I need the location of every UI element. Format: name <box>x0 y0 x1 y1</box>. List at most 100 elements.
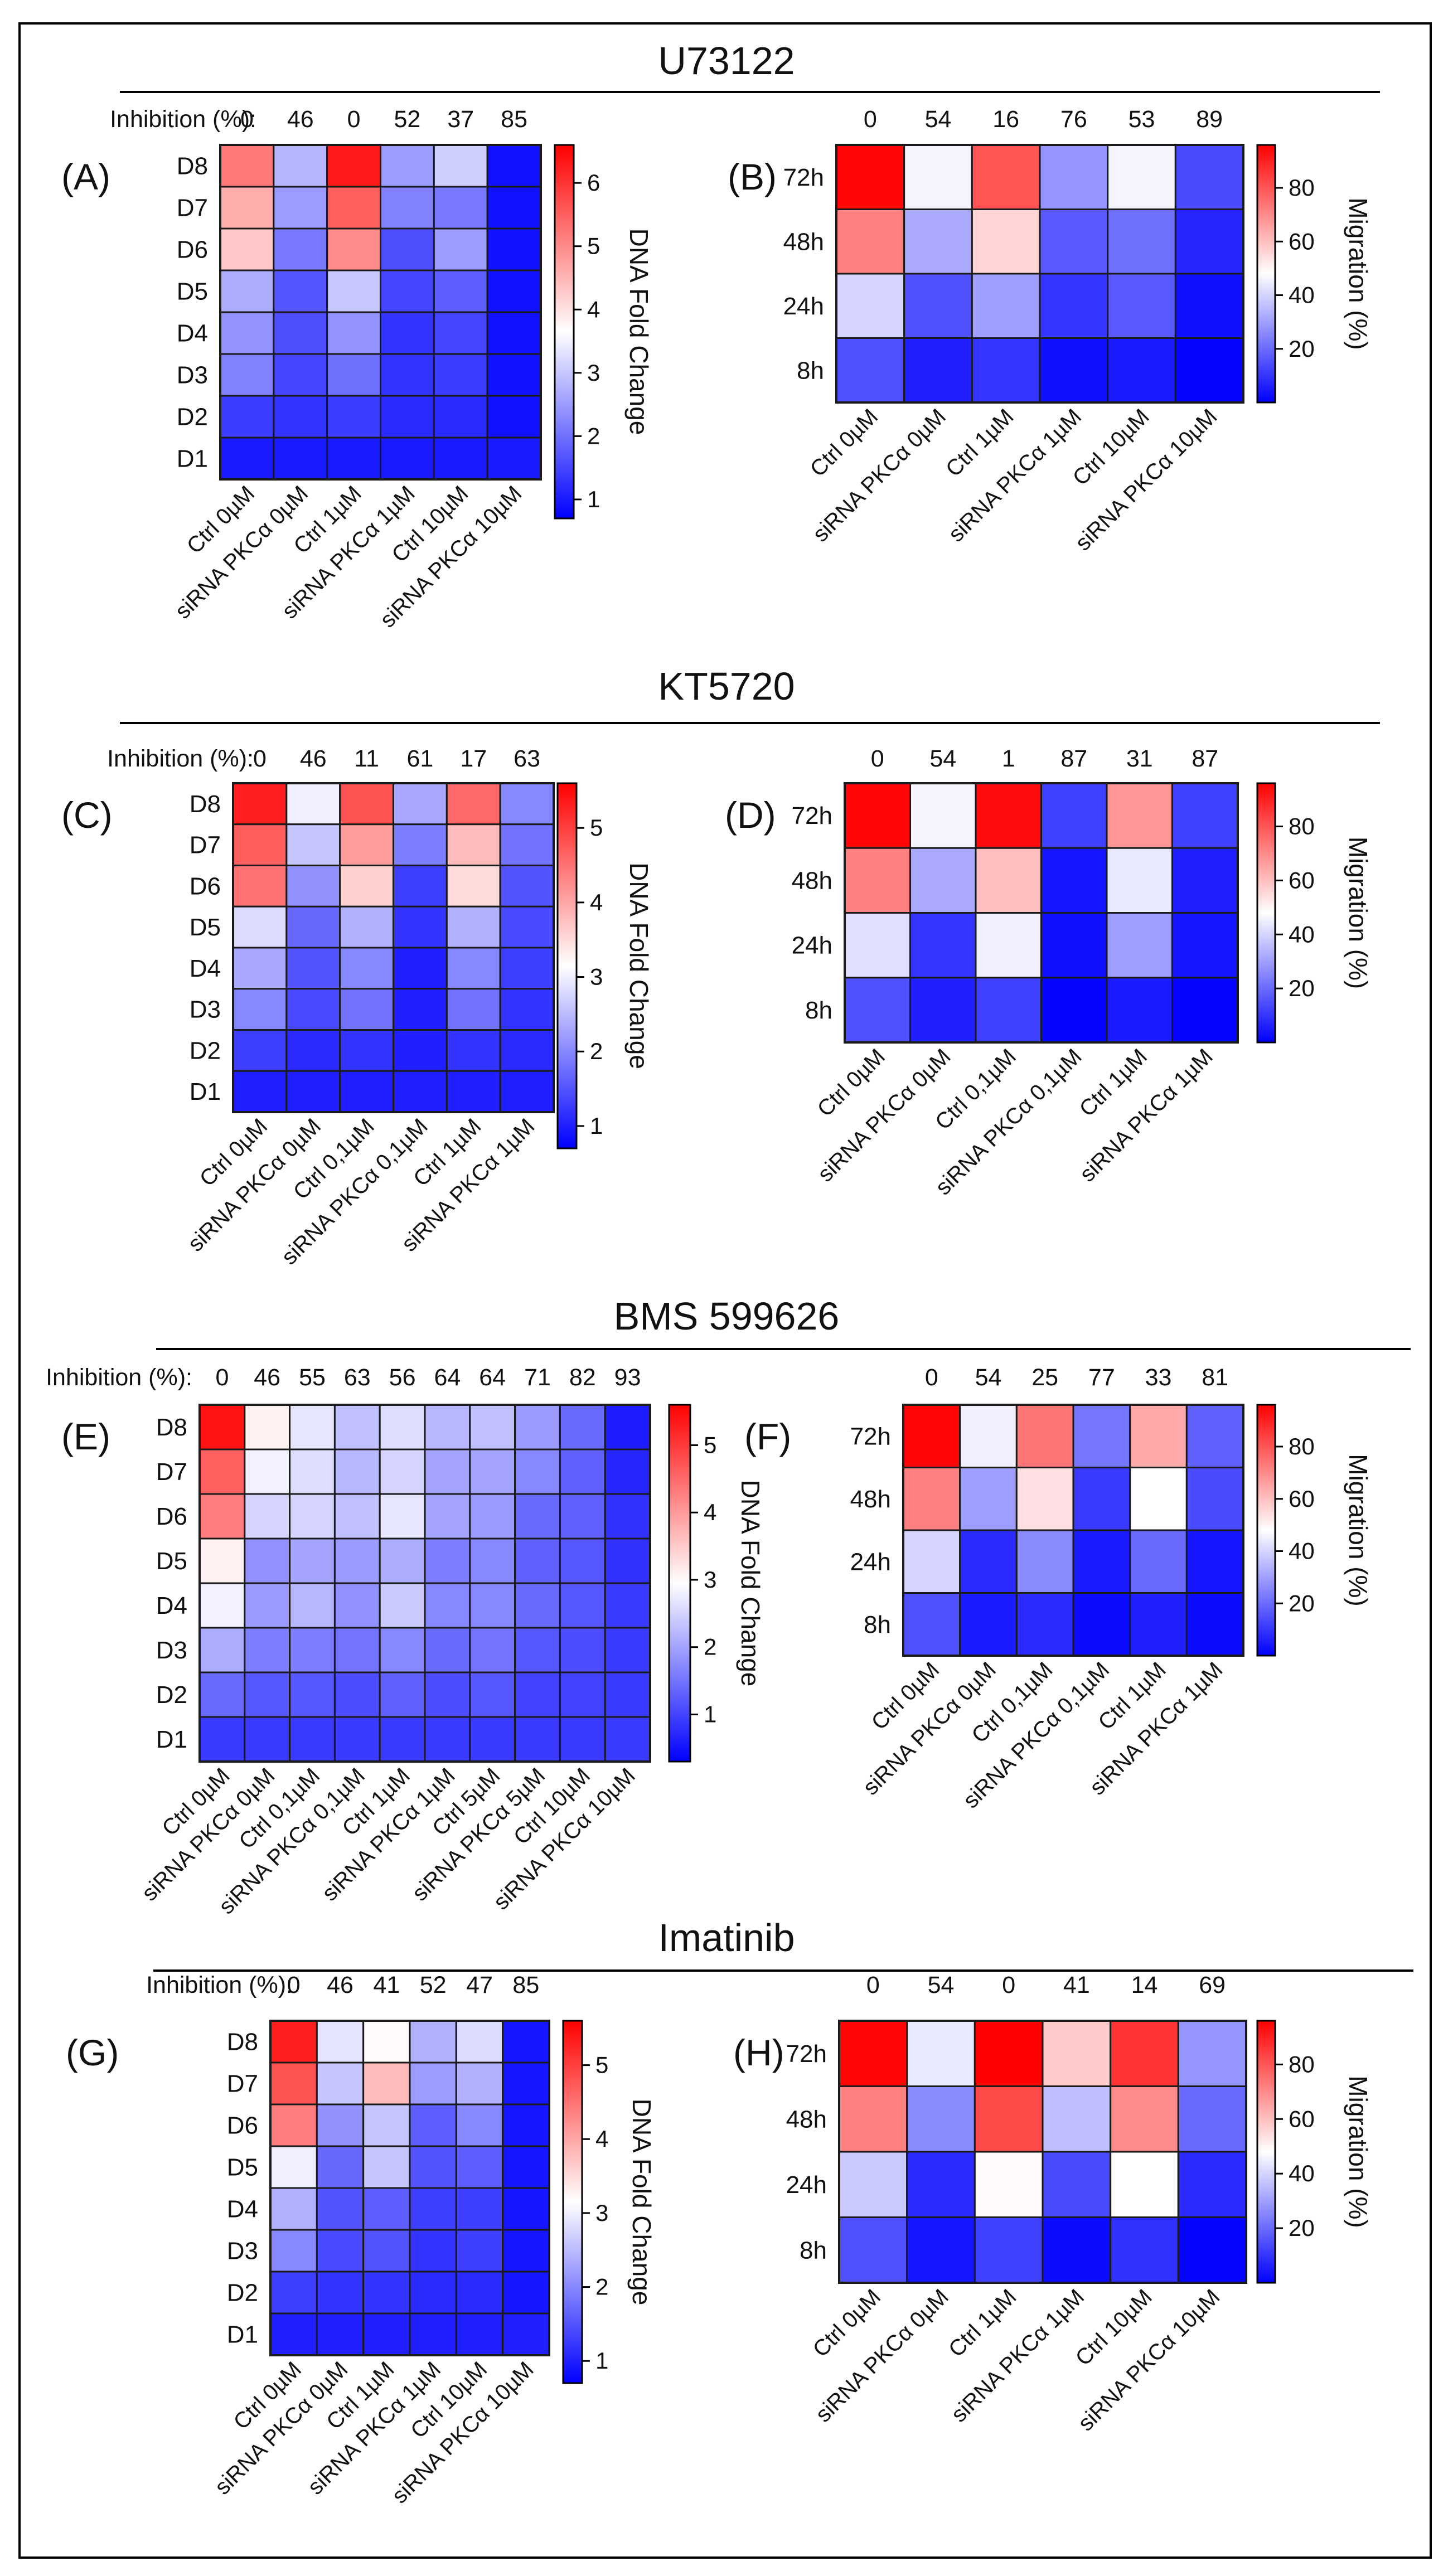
panel-label: (E) <box>61 1416 110 1457</box>
heatmap-cell <box>1042 2085 1112 2153</box>
heatmap-cell <box>333 1493 381 1540</box>
heatmap-cell <box>499 823 555 866</box>
heatmap-cell <box>433 395 488 439</box>
inhibition-value: 0 <box>871 745 884 772</box>
heatmap-cell <box>289 1627 336 1673</box>
heatmap-cell <box>499 947 555 990</box>
heatmap-cell <box>1072 1404 1131 1468</box>
heatmap-cell <box>903 144 973 210</box>
heatmap-cell <box>362 2145 411 2189</box>
heatmap-cell <box>219 186 275 230</box>
row-label: D5 <box>156 1547 187 1575</box>
heatmap-cell <box>433 311 488 355</box>
inhibition-value: 25 <box>1031 1364 1058 1391</box>
heatmap-cell <box>362 2312 411 2356</box>
heatmap-cell <box>959 1404 1018 1468</box>
heatmap-cell <box>559 1582 606 1629</box>
heatmap-cell <box>1174 144 1244 210</box>
inhibition-value: 76 <box>1060 106 1087 133</box>
heatmap-cell <box>393 1070 448 1113</box>
colorbar-tick-label: 40 <box>1289 282 1315 308</box>
heatmap-cell <box>906 2216 976 2284</box>
colorbar-tick-label: 2 <box>587 423 600 449</box>
colorbar-tick-label: 3 <box>595 2200 608 2226</box>
section-title: KT5720 <box>658 664 795 708</box>
colorbar <box>1256 1404 1276 1657</box>
heatmap-cell <box>1040 912 1108 979</box>
colorbar-tick-label: 2 <box>704 1634 716 1660</box>
heatmap-cell <box>273 395 328 439</box>
heatmap-cell <box>1040 847 1108 914</box>
heatmap-cell <box>514 1627 561 1673</box>
heatmap-cell <box>1185 1467 1244 1531</box>
heatmap-cell <box>362 2020 411 2064</box>
row-label: D2 <box>177 404 208 431</box>
inhibition-value: 55 <box>299 1364 326 1391</box>
row-label: D7 <box>177 195 208 222</box>
inhibition-value: 0 <box>240 106 254 133</box>
heatmap-cell <box>903 208 973 275</box>
heatmap-cell <box>232 1029 288 1072</box>
heatmap-cell <box>499 988 555 1031</box>
colorbar-tick-label: 80 <box>1289 813 1315 840</box>
heatmap-cell <box>244 1582 291 1629</box>
heatmap-cell <box>1042 2020 1112 2087</box>
heatmap-cell <box>409 2020 457 2064</box>
heatmap-cell <box>1072 1529 1131 1594</box>
heatmap-cell <box>1039 337 1109 404</box>
heatmap-cell <box>469 1582 516 1629</box>
heatmap-cell <box>903 273 973 339</box>
heatmap-cell <box>909 847 977 914</box>
inhibition-value: 69 <box>1199 1972 1226 1998</box>
heatmap-cell <box>469 1404 516 1450</box>
heatmap-cell <box>1171 912 1239 979</box>
inhibition-value: 71 <box>524 1364 551 1391</box>
heatmap-cell <box>219 144 275 188</box>
heatmap-cell <box>244 1671 291 1718</box>
heatmap-cell <box>445 1029 501 1072</box>
heatmap-cell <box>198 1716 246 1763</box>
colorbar-tick-label: 5 <box>704 1432 716 1458</box>
heatmap-cell <box>409 2103 457 2147</box>
inhibition-value: 0 <box>866 1972 880 1998</box>
heatmap-cell <box>333 1448 381 1495</box>
heatmap-cell <box>445 782 501 826</box>
row-label: D3 <box>156 1637 187 1664</box>
colorbar-tick-label: 4 <box>590 889 603 915</box>
heatmap-cell <box>455 2271 504 2315</box>
heatmap-cell <box>409 2061 457 2106</box>
inhibition-value: 53 <box>1129 106 1155 133</box>
heatmap-cell <box>1040 977 1108 1044</box>
inhibition-label: Inhibition (%): <box>107 745 254 772</box>
heatmap-cell <box>486 227 542 271</box>
row-label: D6 <box>177 236 208 264</box>
heatmap-border <box>835 144 1244 404</box>
heatmap-cell <box>269 2271 318 2315</box>
heatmap-cell <box>1171 977 1239 1044</box>
inhibition-value: 87 <box>1060 745 1087 772</box>
heatmap-cell <box>455 2229 504 2273</box>
inhibition-value: 16 <box>992 106 1019 133</box>
heatmap-cell <box>502 2271 550 2315</box>
colorbar <box>1256 2020 1276 2284</box>
heatmap-cell <box>973 2085 1044 2153</box>
heatmap-cell <box>339 823 395 866</box>
row-label: D2 <box>156 1681 187 1709</box>
inhibition-value: 54 <box>929 745 956 772</box>
inhibition-value: 64 <box>479 1364 506 1391</box>
heatmap-cell <box>379 1627 426 1673</box>
colorbar-title: DNA Fold Change <box>624 862 653 1069</box>
colorbar-title: DNA Fold Change <box>627 2099 656 2306</box>
heatmap-cell <box>198 1537 246 1584</box>
heatmap-cell <box>1072 1467 1131 1531</box>
heatmap-cell <box>433 353 488 397</box>
heatmap-cell <box>326 269 382 313</box>
colorbar-tick-label: 6 <box>587 169 600 196</box>
inhibition-value: 63 <box>514 745 540 772</box>
heatmap-cell <box>409 2145 457 2189</box>
heatmap-border <box>198 1404 651 1763</box>
row-label: 8h <box>864 1611 891 1638</box>
heatmap-cell <box>973 2020 1044 2087</box>
heatmap-cell <box>486 144 542 188</box>
heatmap-cell <box>285 1070 341 1113</box>
